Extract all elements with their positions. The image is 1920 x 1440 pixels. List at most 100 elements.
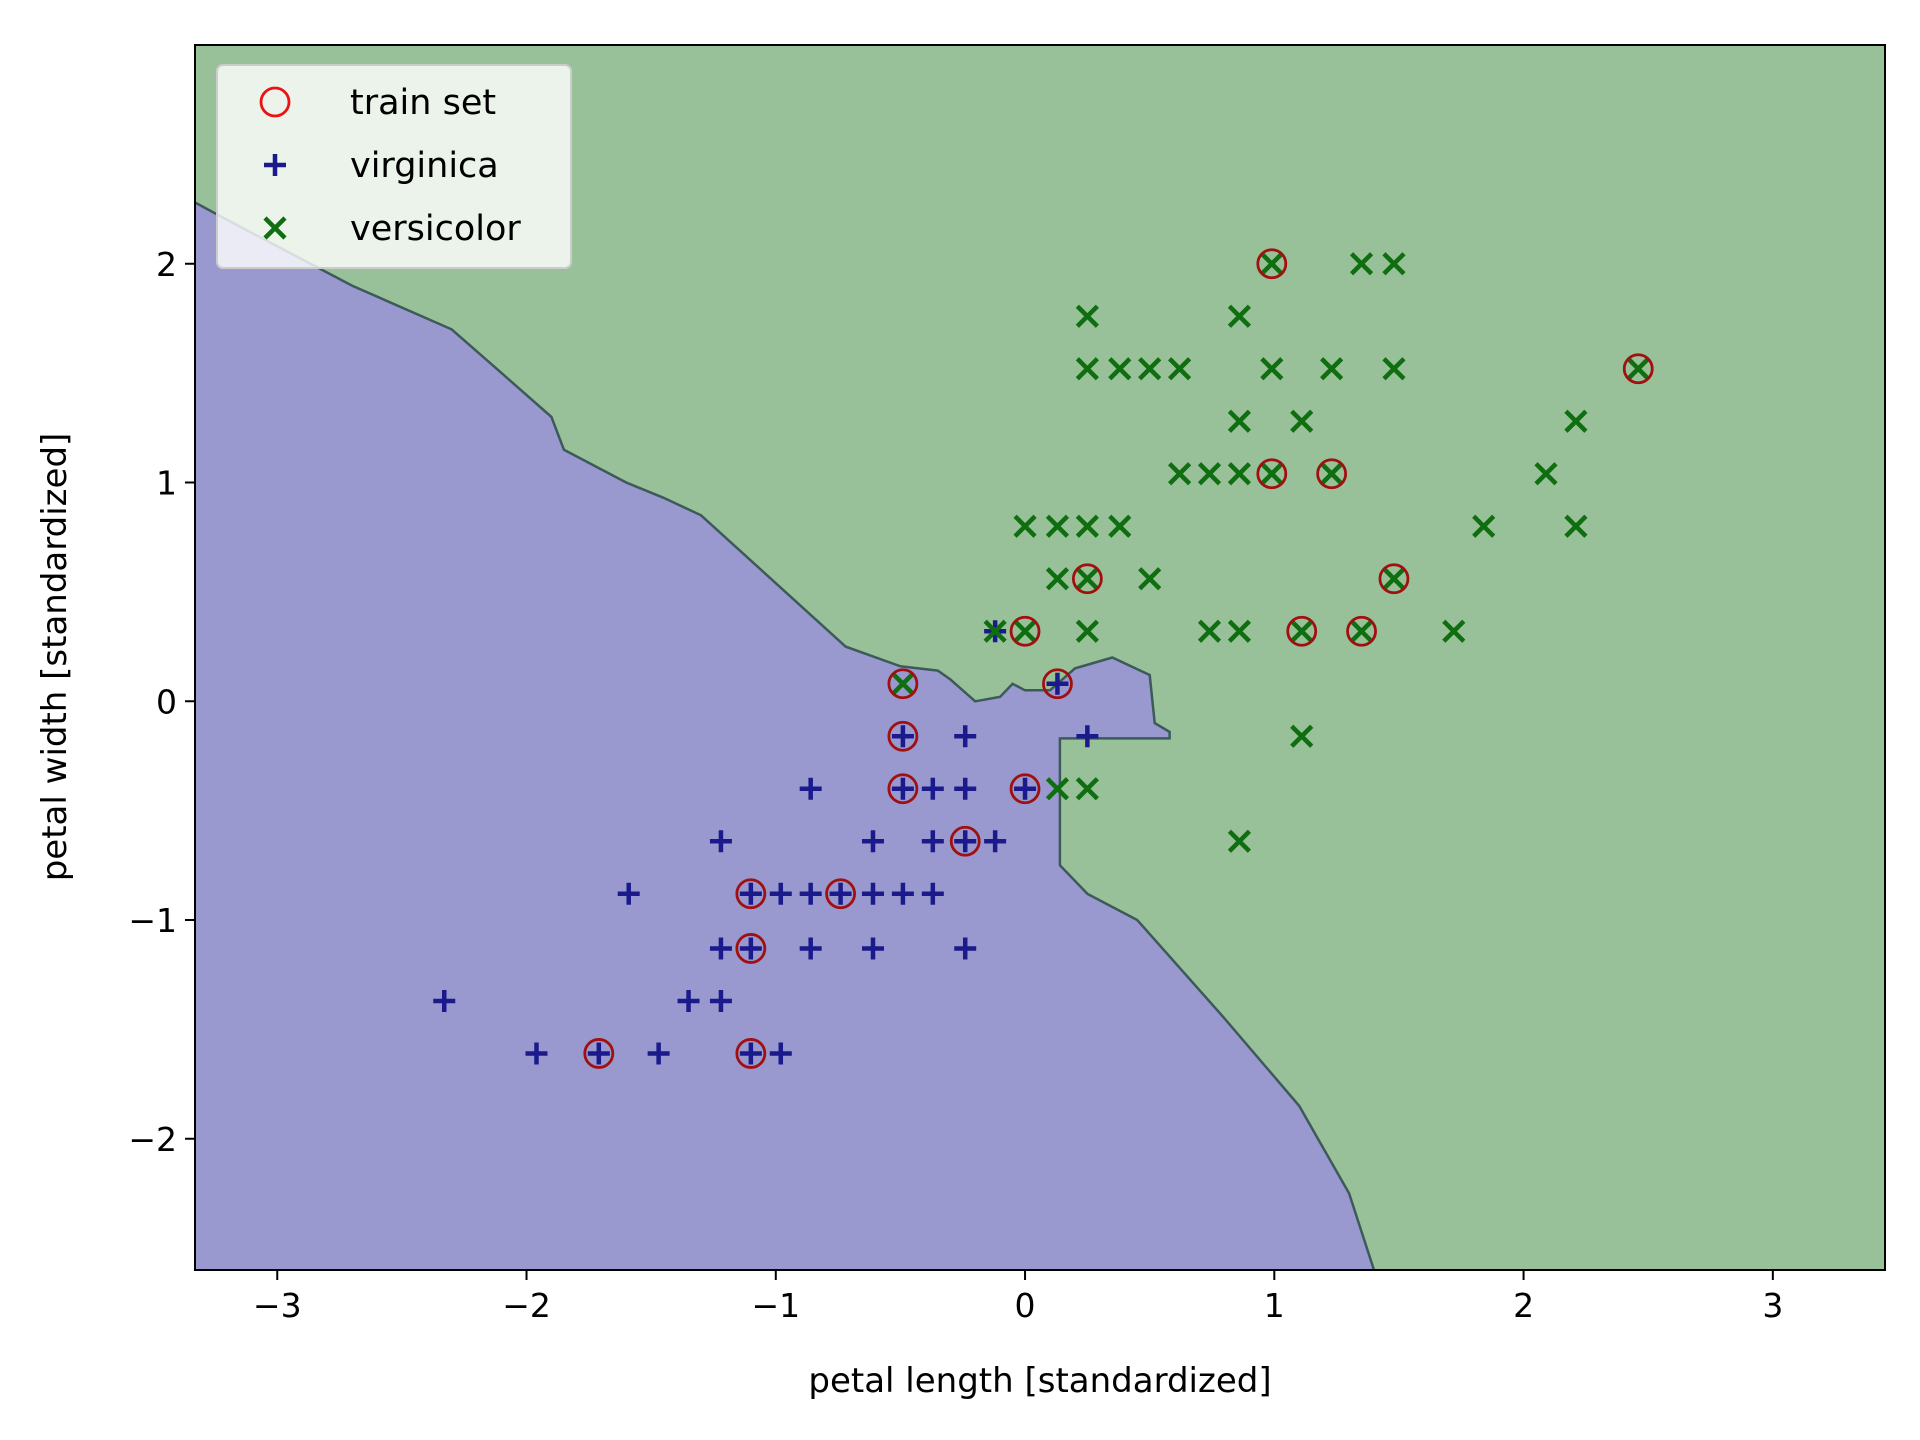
versicolor-point bbox=[1167, 357, 1192, 381]
versicolor-point bbox=[1138, 567, 1162, 591]
versicolor-point bbox=[1260, 357, 1284, 381]
x-axis-ticks: −3 −2 −1 0 1 2 3 bbox=[253, 1270, 1783, 1325]
y-axis-ticks: −2 −1 0 1 2 bbox=[128, 245, 195, 1159]
versicolor-point bbox=[1075, 514, 1099, 538]
versicolor-point bbox=[1167, 462, 1192, 486]
virginica-point bbox=[1046, 672, 1069, 695]
legend-marker-train-set bbox=[259, 86, 291, 118]
virginica-point bbox=[739, 882, 762, 905]
virginica-point bbox=[891, 725, 914, 748]
versicolor-point bbox=[1197, 619, 1222, 643]
train-set-point bbox=[1378, 563, 1410, 595]
versicolor-point bbox=[1534, 462, 1558, 486]
virginica-region bbox=[195, 202, 1374, 1270]
y-axis-label: petal width [standardized] bbox=[35, 433, 75, 882]
y-tick-label: 0 bbox=[156, 682, 177, 721]
plot-frame bbox=[194, 44, 1886, 1271]
train-set-point bbox=[1042, 668, 1073, 700]
x-tick-label: 3 bbox=[1762, 1286, 1783, 1325]
y-tick-label: 2 bbox=[156, 245, 177, 284]
versicolor-point bbox=[1227, 409, 1252, 433]
virginica-point bbox=[709, 830, 732, 853]
virginica-point bbox=[799, 937, 822, 960]
train-set-point bbox=[949, 825, 981, 857]
x-tick-label: −1 bbox=[751, 1286, 800, 1325]
versicolor-point bbox=[1045, 567, 1070, 591]
scatter-points bbox=[433, 248, 1654, 1069]
x-tick-label: −3 bbox=[253, 1286, 302, 1325]
train-set-point bbox=[887, 773, 919, 805]
virginica-point bbox=[891, 777, 914, 800]
versicolor-point bbox=[1349, 619, 1374, 643]
train-set-point bbox=[735, 878, 767, 910]
x-tick-label: 1 bbox=[1264, 1286, 1285, 1325]
versicolor-point bbox=[1075, 777, 1099, 801]
legend-marker-versicolor bbox=[263, 216, 287, 240]
train-set-point bbox=[825, 878, 856, 910]
versicolor-point bbox=[1138, 357, 1162, 381]
virginica-point bbox=[954, 937, 977, 960]
virginica-point bbox=[984, 830, 1007, 853]
virginica-point bbox=[1014, 777, 1037, 800]
legend-marker-virginica bbox=[264, 154, 286, 176]
versicolor-point bbox=[1382, 252, 1406, 276]
versicolor-point bbox=[1349, 252, 1374, 276]
x-tick-label: 0 bbox=[1015, 1286, 1036, 1325]
train-set-point bbox=[1009, 615, 1041, 647]
versicolor-point bbox=[1260, 462, 1284, 486]
virginica-point bbox=[861, 882, 884, 905]
virginica-point bbox=[647, 1042, 670, 1065]
virginica-point bbox=[954, 830, 977, 853]
virginica-point bbox=[739, 937, 762, 960]
virginica-point bbox=[861, 937, 884, 960]
versicolor-point bbox=[1045, 514, 1070, 538]
train-set-point bbox=[1316, 458, 1348, 490]
train-set-point bbox=[1622, 353, 1654, 385]
virginica-point bbox=[921, 830, 944, 853]
versicolor-point bbox=[1013, 619, 1037, 643]
versicolor-point bbox=[1382, 357, 1406, 381]
virginica-point bbox=[525, 1042, 548, 1065]
plot-area bbox=[195, 45, 1885, 1270]
train-set-point bbox=[887, 720, 919, 752]
virginica-point bbox=[769, 1042, 792, 1065]
virginica-point bbox=[709, 989, 732, 1012]
versicolor-point bbox=[1108, 357, 1132, 381]
versicolor-point bbox=[1442, 619, 1466, 643]
virginica-point bbox=[829, 882, 852, 905]
y-tick-label: −2 bbox=[128, 1120, 177, 1159]
x-tick-label: −2 bbox=[502, 1286, 551, 1325]
train-set-point bbox=[1071, 563, 1103, 595]
versicolor-point bbox=[1075, 619, 1099, 643]
versicolor-point bbox=[1290, 619, 1314, 643]
versicolor-point bbox=[1013, 514, 1037, 538]
virginica-point bbox=[861, 830, 884, 853]
train-set-point bbox=[735, 933, 767, 964]
virginica-point bbox=[954, 725, 977, 748]
versicolor-point bbox=[1382, 567, 1406, 591]
versicolor-point bbox=[1227, 619, 1252, 643]
versicolor-point bbox=[1227, 829, 1252, 853]
versicolor-point bbox=[1197, 462, 1222, 486]
train-set-point bbox=[583, 1038, 615, 1069]
virginica-point bbox=[587, 1042, 610, 1065]
y-tick-label: −1 bbox=[128, 901, 177, 940]
virginica-point bbox=[769, 882, 792, 905]
versicolor-point bbox=[1227, 304, 1252, 328]
versicolor-point bbox=[1290, 724, 1314, 748]
x-tick-label: 2 bbox=[1513, 1286, 1534, 1325]
virginica-point bbox=[739, 1042, 762, 1065]
versicolor-point bbox=[1108, 514, 1132, 538]
versicolor-point bbox=[1075, 357, 1099, 381]
y-tick-label: 1 bbox=[156, 464, 177, 503]
versicolor-point bbox=[1320, 462, 1344, 486]
train-set-point bbox=[1256, 248, 1288, 280]
train-set-point bbox=[735, 1038, 767, 1069]
versicolor-point bbox=[1045, 777, 1070, 801]
train-set-point bbox=[1286, 615, 1318, 647]
train-set-point bbox=[1346, 615, 1377, 647]
legend-label-virginica: virginica bbox=[350, 146, 499, 186]
versicolor-point bbox=[1626, 357, 1650, 381]
versicolor-point bbox=[1564, 514, 1588, 538]
